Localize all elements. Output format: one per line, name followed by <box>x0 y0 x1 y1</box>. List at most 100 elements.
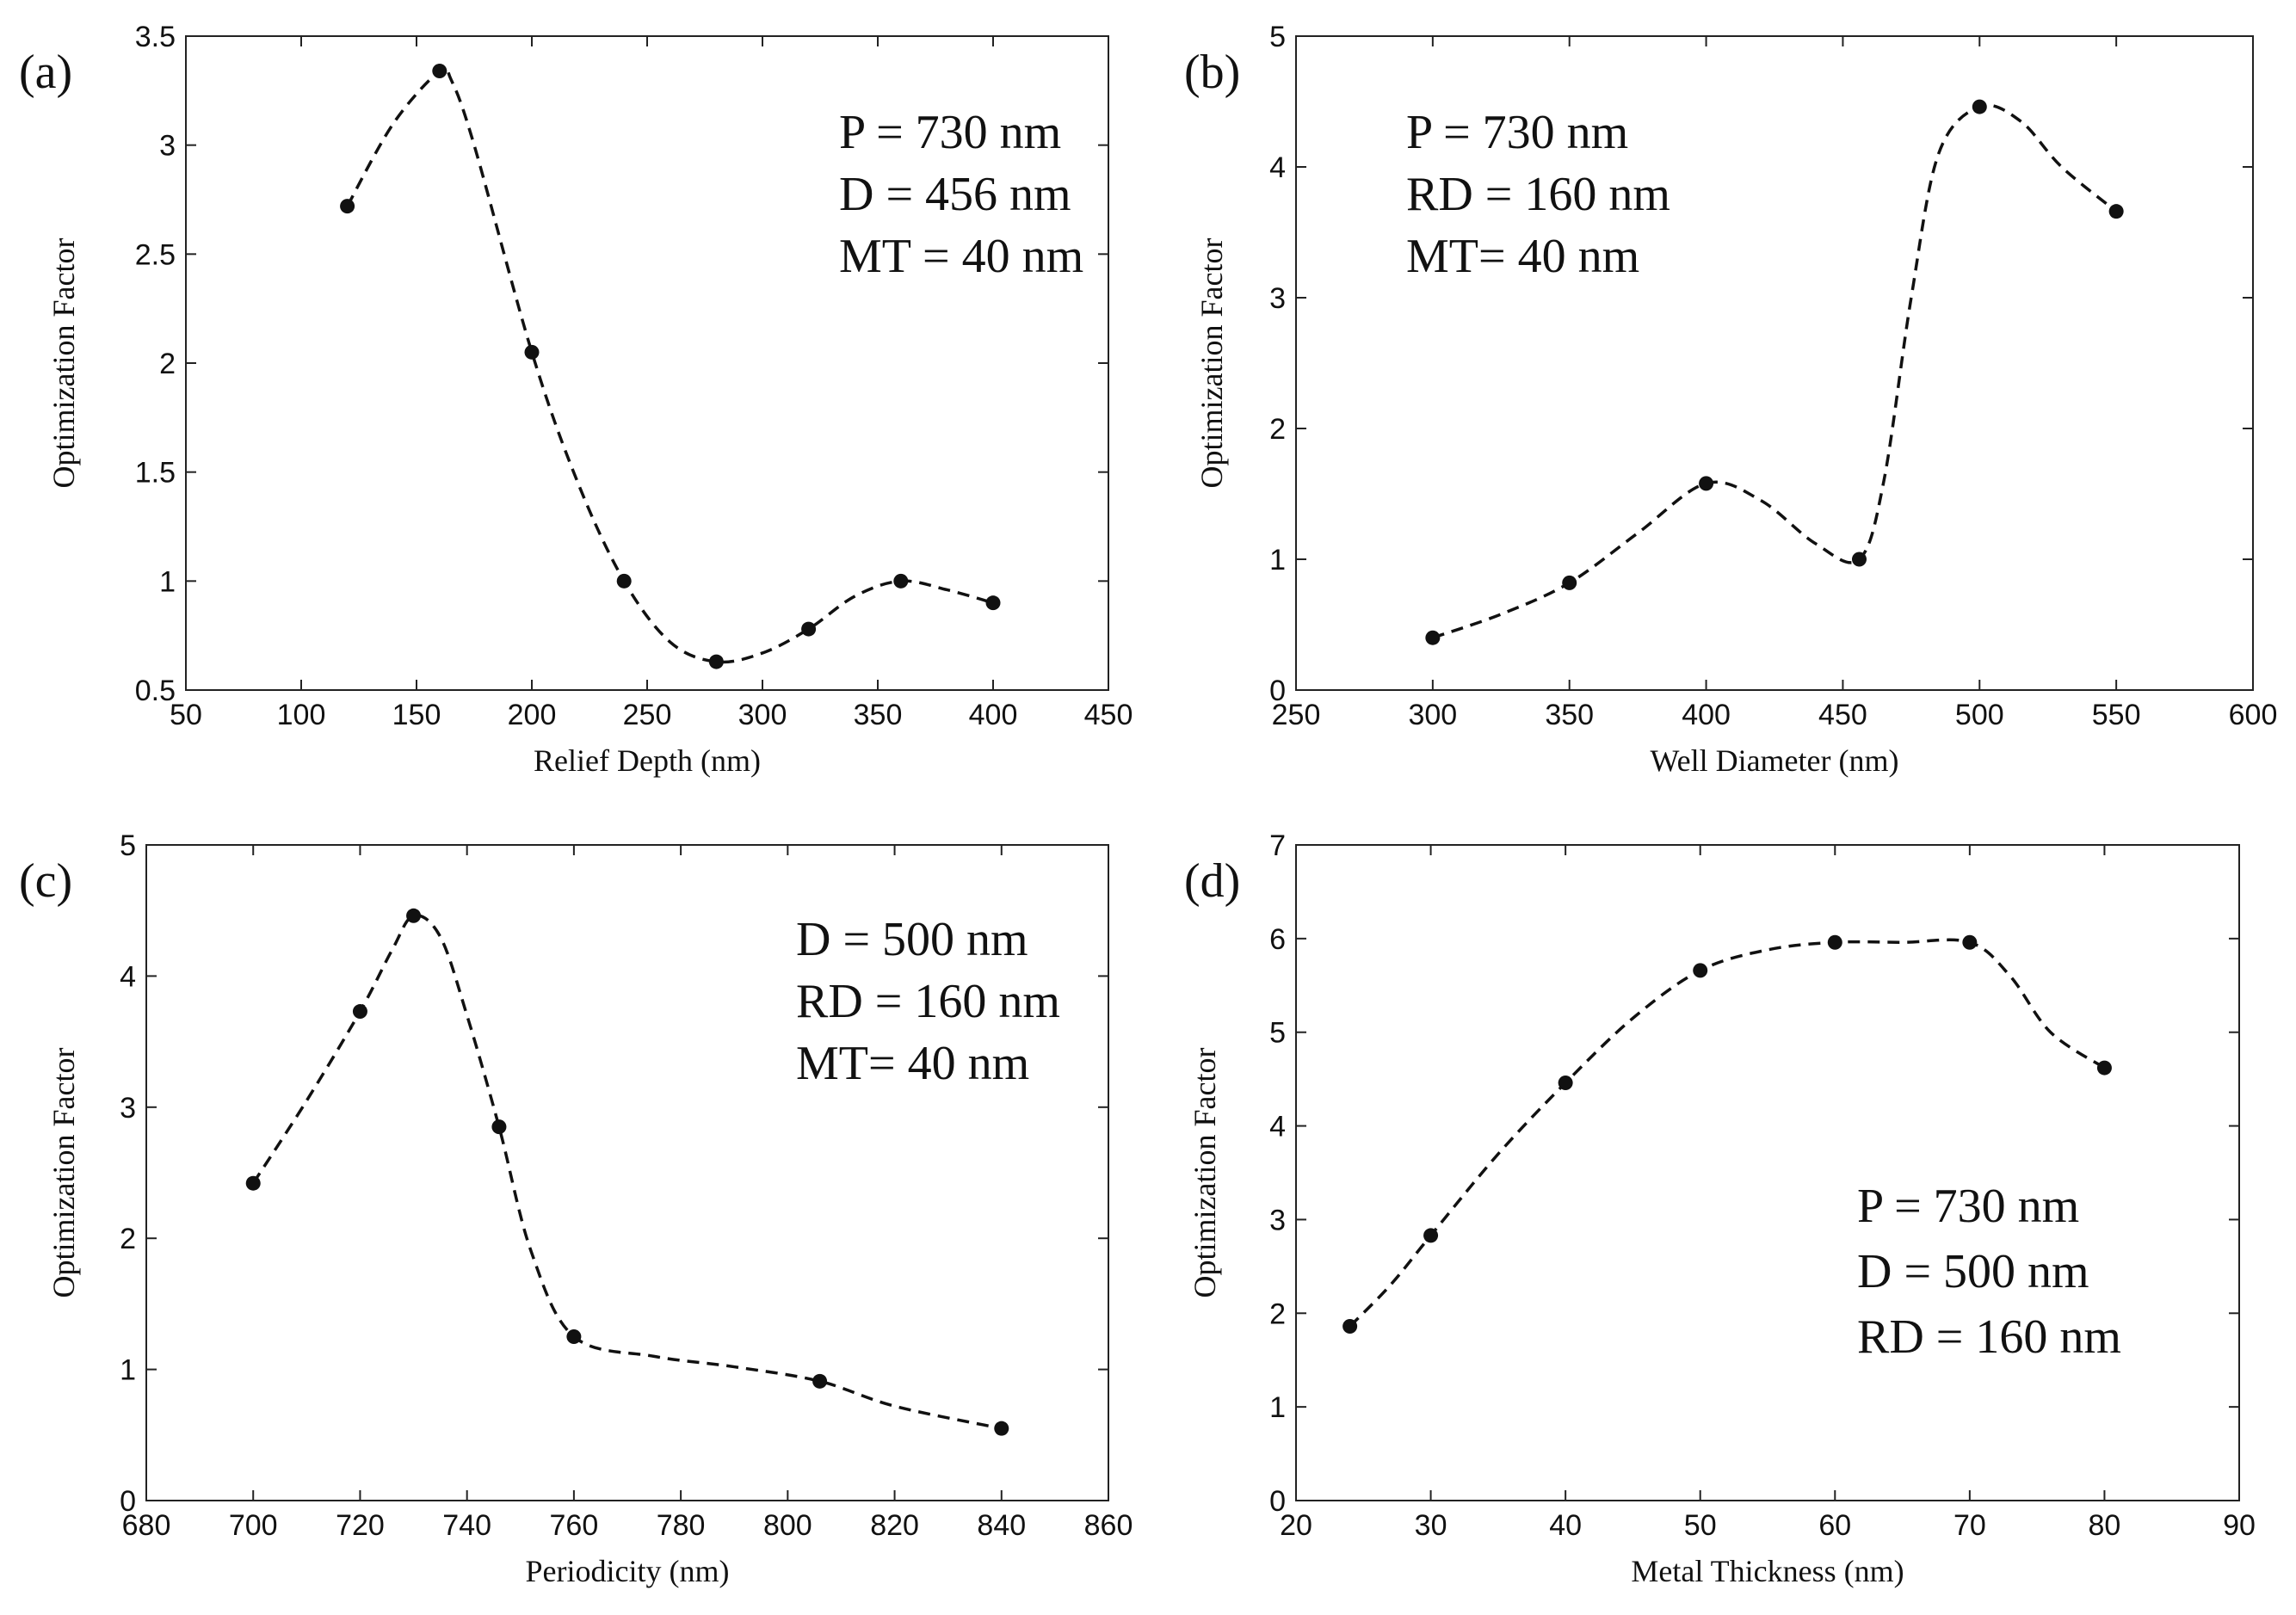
x-tick-label: 740 <box>442 1509 491 1542</box>
data-point <box>524 344 540 360</box>
y-tick-label: 2 <box>1269 413 1286 446</box>
x-tick-label: 680 <box>122 1509 171 1542</box>
annotation-text: D = 500 nm <box>1857 1245 2089 1298</box>
x-tick-label: 300 <box>1408 699 1457 731</box>
annotation-text: D = 500 nm <box>796 913 1028 966</box>
y-tick-label: 0 <box>1269 675 1286 707</box>
x-tick-label: 350 <box>1545 699 1594 731</box>
y-tick-label: 0 <box>1269 1485 1286 1518</box>
y-tick-label: 5 <box>120 829 136 862</box>
y-tick-label: 3 <box>1269 282 1286 315</box>
annotation-text: P = 730 nm <box>839 106 1061 159</box>
x-tick-label: 40 <box>1549 1509 1582 1542</box>
y-tick-label: 0 <box>120 1485 136 1518</box>
x-axis-label: Well Diameter (nm) <box>1651 743 1899 778</box>
x-tick-label: 200 <box>508 699 557 731</box>
data-point <box>1562 575 1577 590</box>
x-tick-label: 20 <box>1280 1509 1312 1542</box>
x-tick-label: 80 <box>2089 1509 2121 1542</box>
y-tick-label: 7 <box>1269 829 1286 862</box>
y-tick-label: 3 <box>159 130 176 163</box>
x-tick-label: 700 <box>229 1509 278 1542</box>
panel-label: (b) <box>1184 46 1240 99</box>
x-tick-label: 30 <box>1415 1509 1447 1542</box>
y-tick-label: 1 <box>120 1354 136 1387</box>
annotation-text: MT = 40 nm <box>839 230 1083 283</box>
x-tick-label: 300 <box>738 699 787 731</box>
data-point <box>801 621 817 637</box>
data-point <box>340 199 355 214</box>
data-point <box>352 1004 367 1020</box>
x-tick-label: 800 <box>763 1509 812 1542</box>
y-tick-label: 5 <box>1269 21 1286 53</box>
y-axis-label: Optimization Factor <box>1188 1048 1222 1298</box>
panel-c: 680 700 720 740 760 780 800 820 840 860 0 1 2 3 4 5 Peri… <box>19 829 1133 1588</box>
data-point <box>1425 630 1441 645</box>
x-tick-label: 400 <box>969 699 1018 731</box>
series-line <box>1432 103 2118 639</box>
y-tick-label: 2 <box>1269 1298 1286 1330</box>
annotation-text: MT= 40 nm <box>1406 230 1639 283</box>
data-point <box>1342 1319 1358 1335</box>
annotation-text: RD = 160 nm <box>1406 168 1670 221</box>
data-point <box>2108 204 2124 219</box>
y-tick-label: 2.5 <box>135 238 176 271</box>
data-point <box>708 654 724 669</box>
data-point <box>432 64 447 79</box>
data-point <box>2096 1060 2112 1076</box>
x-tick-label: 250 <box>1272 699 1321 731</box>
x-axis-label: Relief Depth (nm) <box>534 743 761 778</box>
x-tick-label: 50 <box>1684 1509 1717 1542</box>
x-tick-label: 400 <box>1682 699 1731 731</box>
y-tick-label: 1 <box>1269 1391 1286 1424</box>
annotation-text: D = 456 nm <box>839 168 1071 221</box>
annotation-text: P = 730 nm <box>1857 1180 2079 1233</box>
x-tick-label: 150 <box>392 699 441 731</box>
series-line <box>1349 938 2106 1328</box>
plot-frame <box>145 844 1109 1501</box>
y-tick-label: 3.5 <box>135 21 176 53</box>
data-point <box>994 1421 1009 1436</box>
y-tick-label: 0.5 <box>135 675 176 707</box>
x-tick-label: 90 <box>2223 1509 2256 1542</box>
y-tick-label: 5 <box>1269 1017 1286 1050</box>
y-tick-label: 4 <box>120 960 136 993</box>
x-tick-label: 780 <box>657 1509 706 1542</box>
data-point <box>1851 552 1867 567</box>
x-tick-label: 60 <box>1818 1509 1851 1542</box>
y-tick-label: 1.5 <box>135 457 176 490</box>
y-tick-label: 4 <box>1269 1111 1286 1143</box>
data-point <box>616 573 632 589</box>
panel-a: 50 100 150 200 250 300 350 400 450 0.5 1 1.5 2 2.5 3 3.… <box>19 21 1133 778</box>
data-point <box>1972 99 1987 114</box>
y-axis-label: Optimization Factor <box>46 238 81 489</box>
plot-frame <box>1295 844 2240 1501</box>
y-tick-label: 2 <box>120 1223 136 1255</box>
x-tick-label: 550 <box>2092 699 2141 731</box>
data-point <box>1558 1075 1573 1090</box>
x-tick-label: 760 <box>550 1509 599 1542</box>
data-point <box>1699 476 1714 491</box>
annotation-text: P = 730 nm <box>1406 106 1628 159</box>
y-tick-label: 4 <box>1269 151 1286 184</box>
data-point <box>566 1329 582 1344</box>
series-line <box>346 65 994 664</box>
x-tick-label: 50 <box>170 699 202 731</box>
x-axis-label: Periodicity (nm) <box>526 1554 730 1588</box>
panel-label: (d) <box>1184 854 1240 908</box>
series-line <box>251 914 1003 1430</box>
data-point <box>985 595 1001 611</box>
y-axis-label: Optimization Factor <box>46 1048 81 1298</box>
data-point <box>1423 1228 1439 1243</box>
x-tick-label: 860 <box>1084 1509 1133 1542</box>
x-tick-label: 250 <box>623 699 672 731</box>
panel-d: 20 30 40 50 60 70 80 90 0 1 2 3 4 5 6 7 Metal Thickness … <box>1184 829 2256 1588</box>
plot-frame <box>1295 35 2254 691</box>
panel-label: (c) <box>19 854 72 908</box>
data-point <box>893 573 909 589</box>
x-tick-label: 840 <box>977 1509 1026 1542</box>
data-point <box>812 1373 828 1389</box>
annotation-text: RD = 160 nm <box>1857 1310 2121 1364</box>
panel-b: 250 300 350 400 450 500 550 600 0 1 2 3 4 5 Well Diame… <box>1184 21 2277 778</box>
